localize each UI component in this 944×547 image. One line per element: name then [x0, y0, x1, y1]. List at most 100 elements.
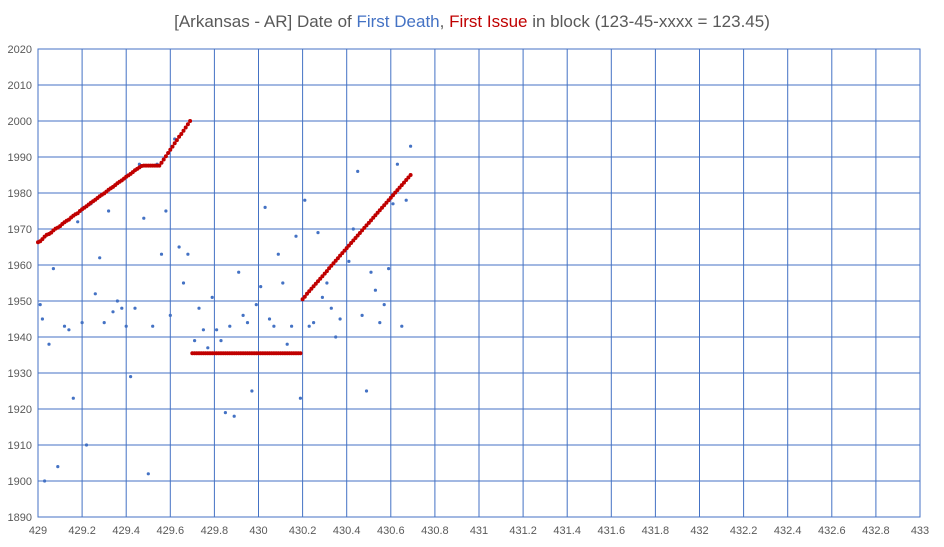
x-tick-label: 430.8 [421, 525, 449, 537]
first-death-point [93, 292, 97, 296]
first-issue-point [298, 351, 303, 356]
first-death-point [320, 295, 324, 299]
first-death-point [181, 281, 186, 285]
first-death-point [206, 346, 210, 350]
x-tick-label: 429.2 [68, 525, 96, 537]
first-death-series [38, 137, 413, 483]
x-tick-label: 429.8 [201, 525, 229, 537]
first-death-point [120, 306, 124, 310]
y-tick-label: 2000 [8, 116, 32, 128]
first-death-point [159, 252, 164, 256]
first-death-point [164, 209, 168, 213]
y-tick-label: 1940 [8, 332, 32, 344]
first-death-point [325, 281, 329, 285]
title-suffix: in block (123-45-xxxx = 123.45) [527, 12, 769, 31]
first-issue-point [157, 163, 162, 168]
first-issue-point [163, 154, 168, 159]
first-death-point [223, 411, 227, 415]
first-death-point [67, 328, 71, 332]
first-issue-point [335, 256, 340, 261]
first-issue-point [166, 151, 171, 155]
first-death-point [62, 324, 67, 328]
x-tick-label: 430.4 [333, 525, 361, 537]
first-death-point [329, 306, 333, 310]
first-death-point [285, 342, 289, 346]
x-tick-label: 429 [29, 525, 47, 537]
first-death-point [373, 288, 377, 292]
y-tick-label: 1890 [8, 512, 32, 524]
first-death-point [111, 310, 115, 314]
first-death-point [215, 328, 219, 332]
first-death-point [347, 259, 351, 263]
x-axis-ticks: 429 429.2 429.4 429.6 429.8 430 430.2 430.4 430.… [29, 525, 929, 537]
x-tick-label: 431.2 [509, 525, 537, 537]
first-death-point [51, 267, 56, 271]
x-tick-label: 432.8 [862, 525, 890, 537]
first-death-point [38, 303, 42, 307]
first-issue-point [170, 144, 175, 149]
first-death-point [102, 321, 106, 325]
first-issue-point [357, 231, 362, 235]
first-issue-point [185, 122, 190, 127]
first-death-point [142, 216, 146, 220]
first-death-point [98, 256, 102, 260]
first-death-point [71, 396, 75, 400]
first-death-point [133, 306, 137, 310]
first-death-point [404, 198, 408, 202]
first-death-point [259, 285, 263, 289]
first-death-point [168, 313, 172, 317]
y-tick-label: 1910 [8, 440, 32, 452]
grid [37, 48, 921, 518]
first-death-point [334, 335, 338, 339]
x-tick-label: 430.2 [289, 525, 317, 537]
first-death-point [107, 209, 111, 213]
first-issue-point [174, 138, 179, 143]
first-death-point [197, 306, 201, 310]
first-death-point [56, 465, 60, 469]
first-issue-point [324, 269, 329, 274]
first-death-point [193, 339, 197, 343]
first-issue-point [181, 128, 186, 133]
first-issue-point [179, 132, 184, 136]
first-death-point [232, 414, 236, 418]
first-death-point [391, 202, 395, 206]
first-death-point [129, 375, 133, 379]
y-axis-ticks: 1890 1900 1910 1920 1930 1940 1950 1960 1970 1980… [8, 44, 32, 524]
x-tick-label: 432 [690, 525, 708, 537]
first-death-point [80, 321, 84, 325]
first-death-point [272, 324, 276, 328]
first-death-point [219, 339, 223, 343]
first-issue-point [188, 119, 193, 123]
first-issue-point [183, 125, 188, 130]
first-death-point [115, 299, 119, 303]
y-tick-label: 1990 [8, 152, 32, 164]
x-tick-label: 429.4 [112, 525, 140, 537]
first-death-point [241, 313, 245, 317]
first-death-point [124, 324, 128, 328]
first-issue-point [380, 205, 384, 210]
x-tick-label: 431.6 [598, 525, 626, 537]
data-points [36, 119, 413, 483]
first-death-point [294, 234, 298, 238]
y-tick-label: 1960 [8, 260, 32, 272]
x-tick-label: 431.4 [553, 525, 581, 537]
first-death-point [40, 317, 45, 321]
first-issue-point [320, 274, 325, 279]
y-tick-label: 1920 [8, 404, 32, 416]
x-tick-label: 432.6 [818, 525, 846, 537]
title-first-death: First Death [356, 12, 439, 31]
first-death-point [146, 472, 150, 476]
first-death-point [298, 396, 302, 400]
first-issue-point [168, 147, 173, 152]
first-issue-series [36, 119, 413, 356]
first-death-point [84, 443, 89, 447]
y-tick-label: 1980 [8, 188, 32, 200]
first-issue-point [402, 180, 406, 185]
x-tick-label: 432.2 [730, 525, 758, 537]
first-death-point [281, 281, 285, 285]
first-death-point [228, 324, 232, 328]
first-death-point [364, 389, 369, 393]
first-death-point [387, 267, 391, 271]
